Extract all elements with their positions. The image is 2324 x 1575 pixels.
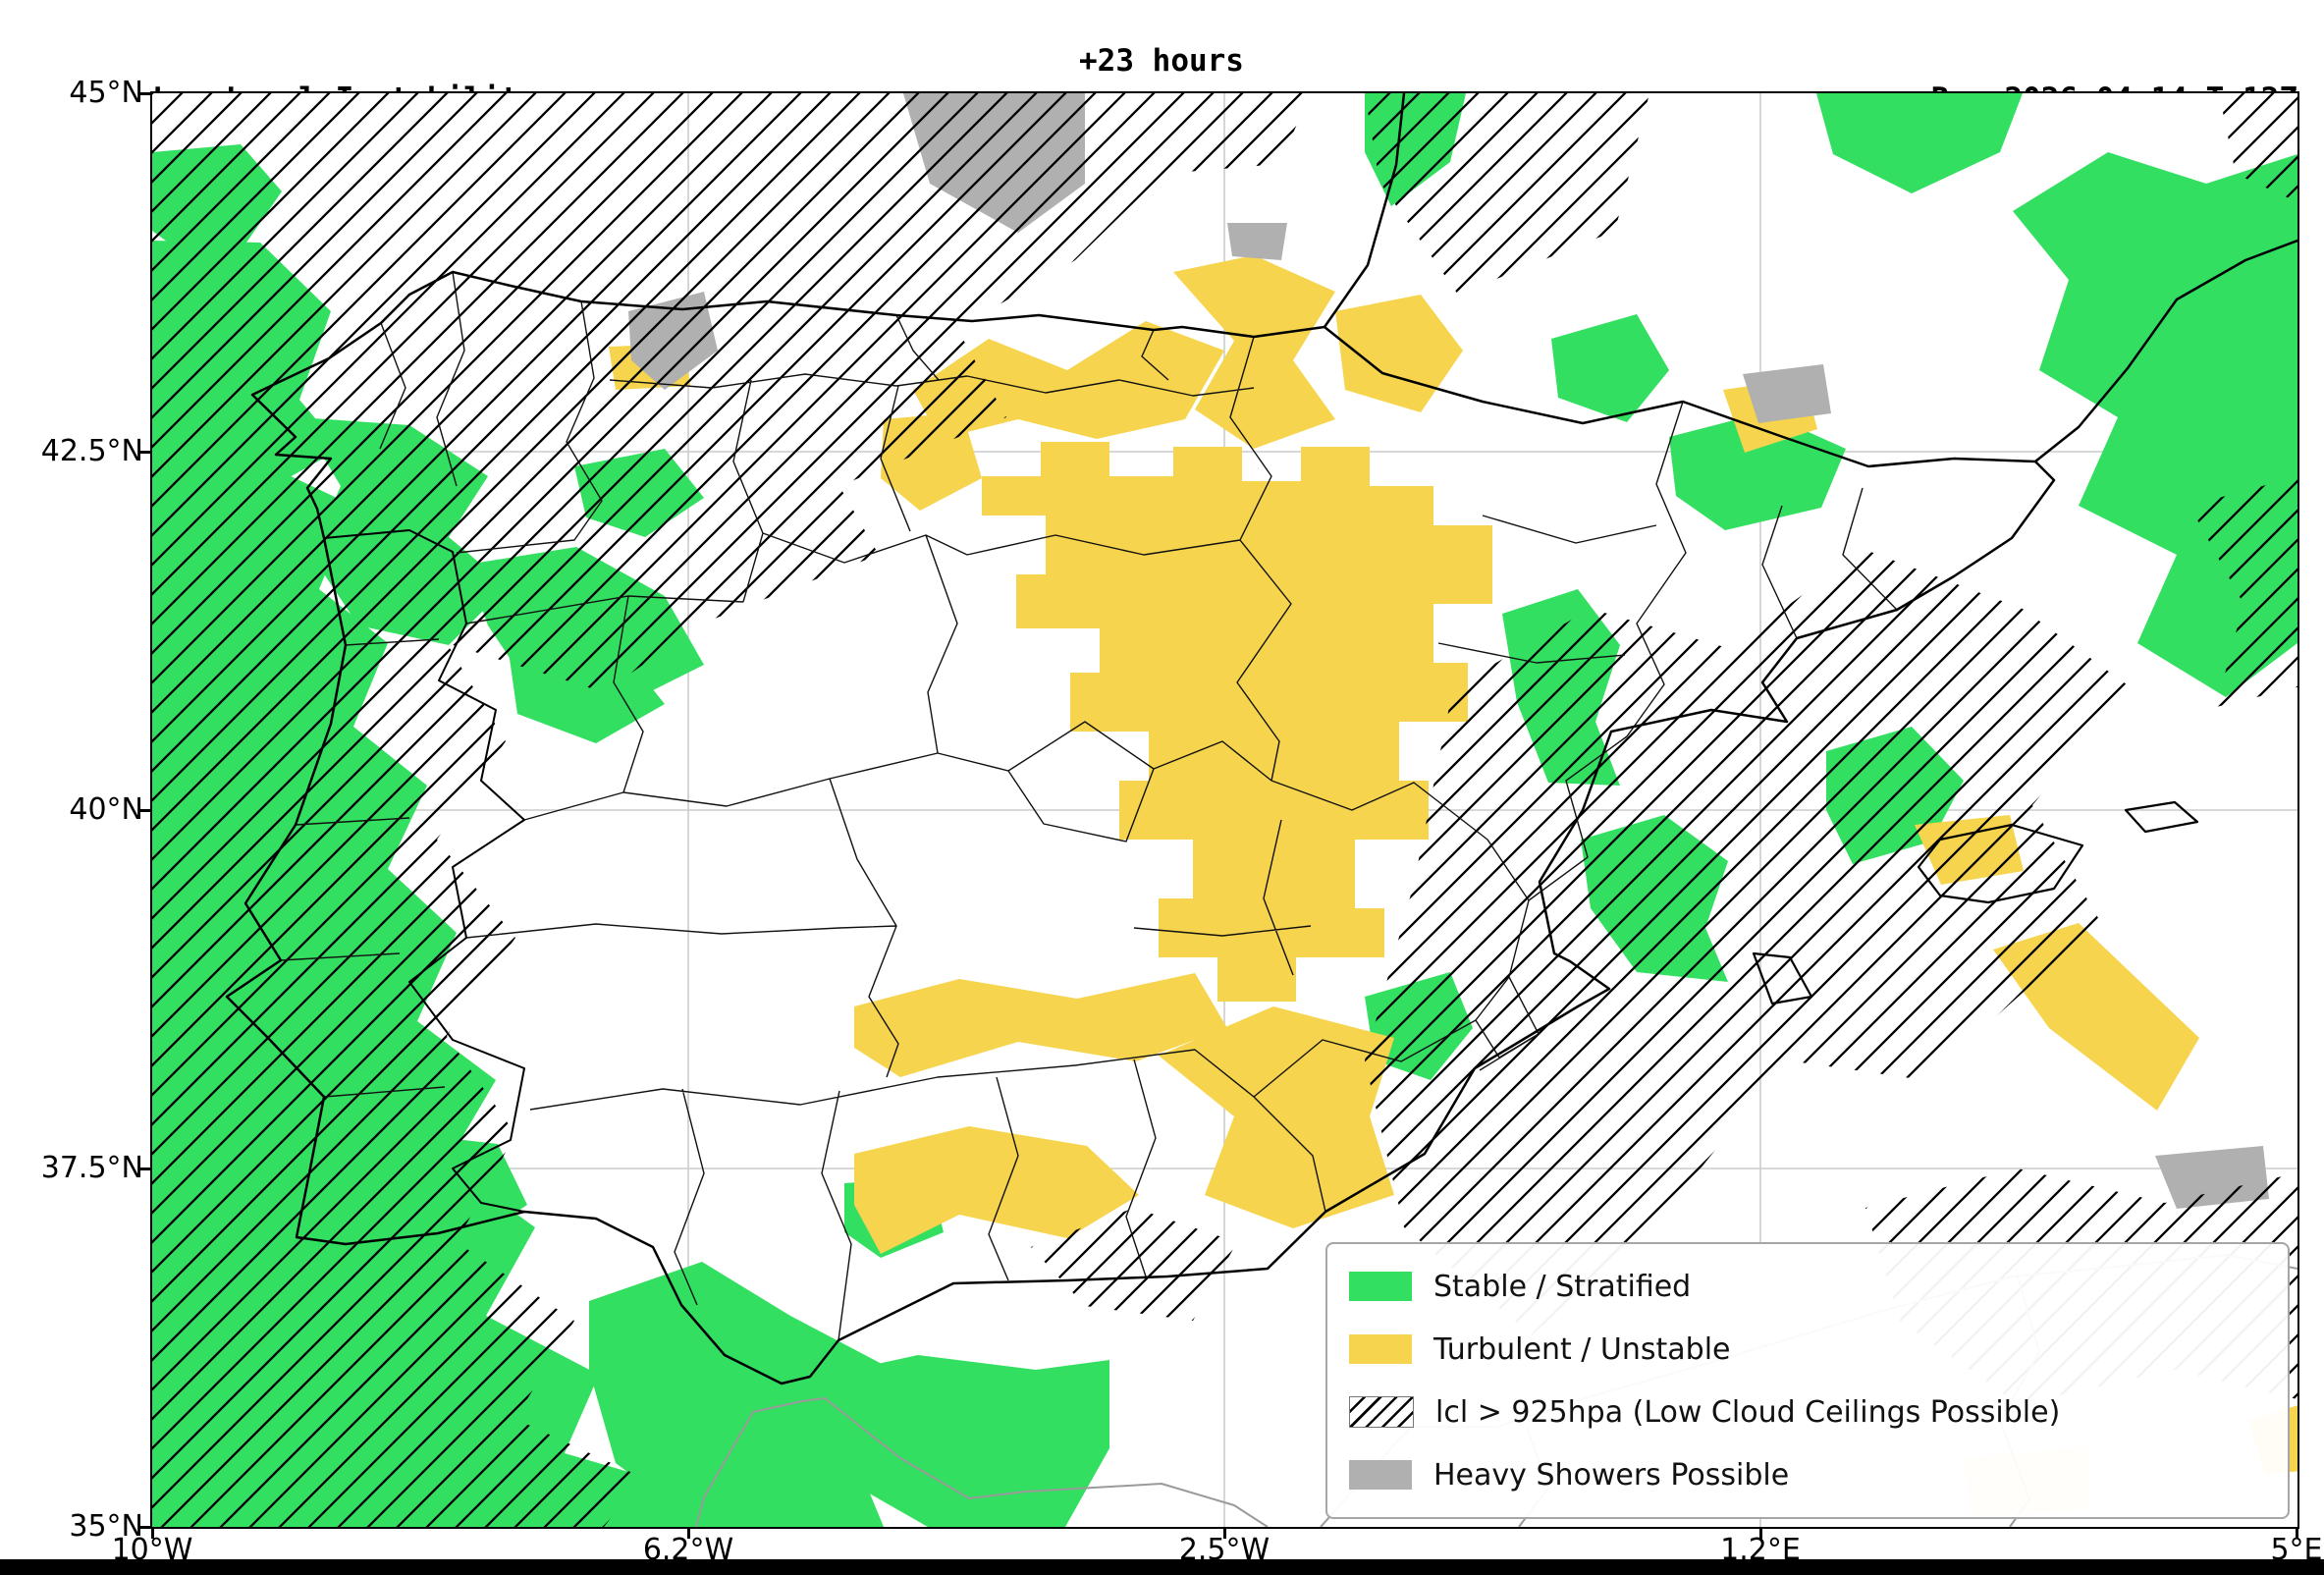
iberia-coastline: [225, 93, 2297, 1385]
y-tick-label: 37.5°N: [40, 1151, 143, 1185]
axis-tick: [1759, 1529, 1762, 1539]
y-tick-label: 45°N: [69, 76, 143, 110]
y-tick-label: 40°N: [69, 792, 143, 827]
legend-label: Stable / Stratified: [1433, 1269, 1692, 1304]
legend-item-turbulent: Turbulent / Unstable: [1349, 1321, 2266, 1378]
hatch-swatch-icon: [1349, 1396, 1414, 1428]
lead-time-label: +23 hours: [1079, 43, 1244, 79]
map-plot-area: Stable / Stratified Turbulent / Unstable…: [150, 91, 2299, 1529]
gray-swatch-icon: [1349, 1460, 1412, 1490]
axis-tick: [140, 1168, 150, 1170]
axis-tick: [140, 1526, 150, 1529]
legend-item-heavy-showers: Heavy Showers Possible: [1349, 1446, 2266, 1503]
axis-tick: [140, 809, 150, 812]
bottom-bar: [0, 1559, 2324, 1575]
axis-tick: [140, 451, 150, 454]
y-tick-label: 42.5°N: [40, 434, 143, 468]
legend-item-low-ceiling: lcl > 925hpa (Low Cloud Ceilings Possibl…: [1349, 1384, 2266, 1440]
portugal-border: [323, 529, 525, 1213]
region-borders: [280, 271, 1898, 1341]
legend-label: Heavy Showers Possible: [1433, 1457, 1790, 1493]
axis-tick: [151, 1529, 154, 1539]
map-canvas: [152, 93, 2297, 1527]
axis-tick: [2296, 1529, 2298, 1539]
green-swatch-icon: [1349, 1272, 1412, 1301]
yellow-swatch-icon: [1349, 1334, 1412, 1364]
axis-tick: [687, 1529, 690, 1539]
legend-label: lcl > 925hpa (Low Cloud Ceilings Possibl…: [1435, 1394, 2061, 1430]
axis-tick: [140, 92, 150, 95]
y-tick-label: 35°N: [69, 1509, 143, 1544]
balearic-islands: [1752, 800, 2199, 1005]
legend-item-stable: Stable / Stratified: [1349, 1258, 2266, 1315]
legend-label: Turbulent / Unstable: [1433, 1331, 1731, 1367]
axis-tick: [1223, 1529, 1226, 1539]
legend: Stable / Stratified Turbulent / Unstable…: [1325, 1242, 2290, 1519]
